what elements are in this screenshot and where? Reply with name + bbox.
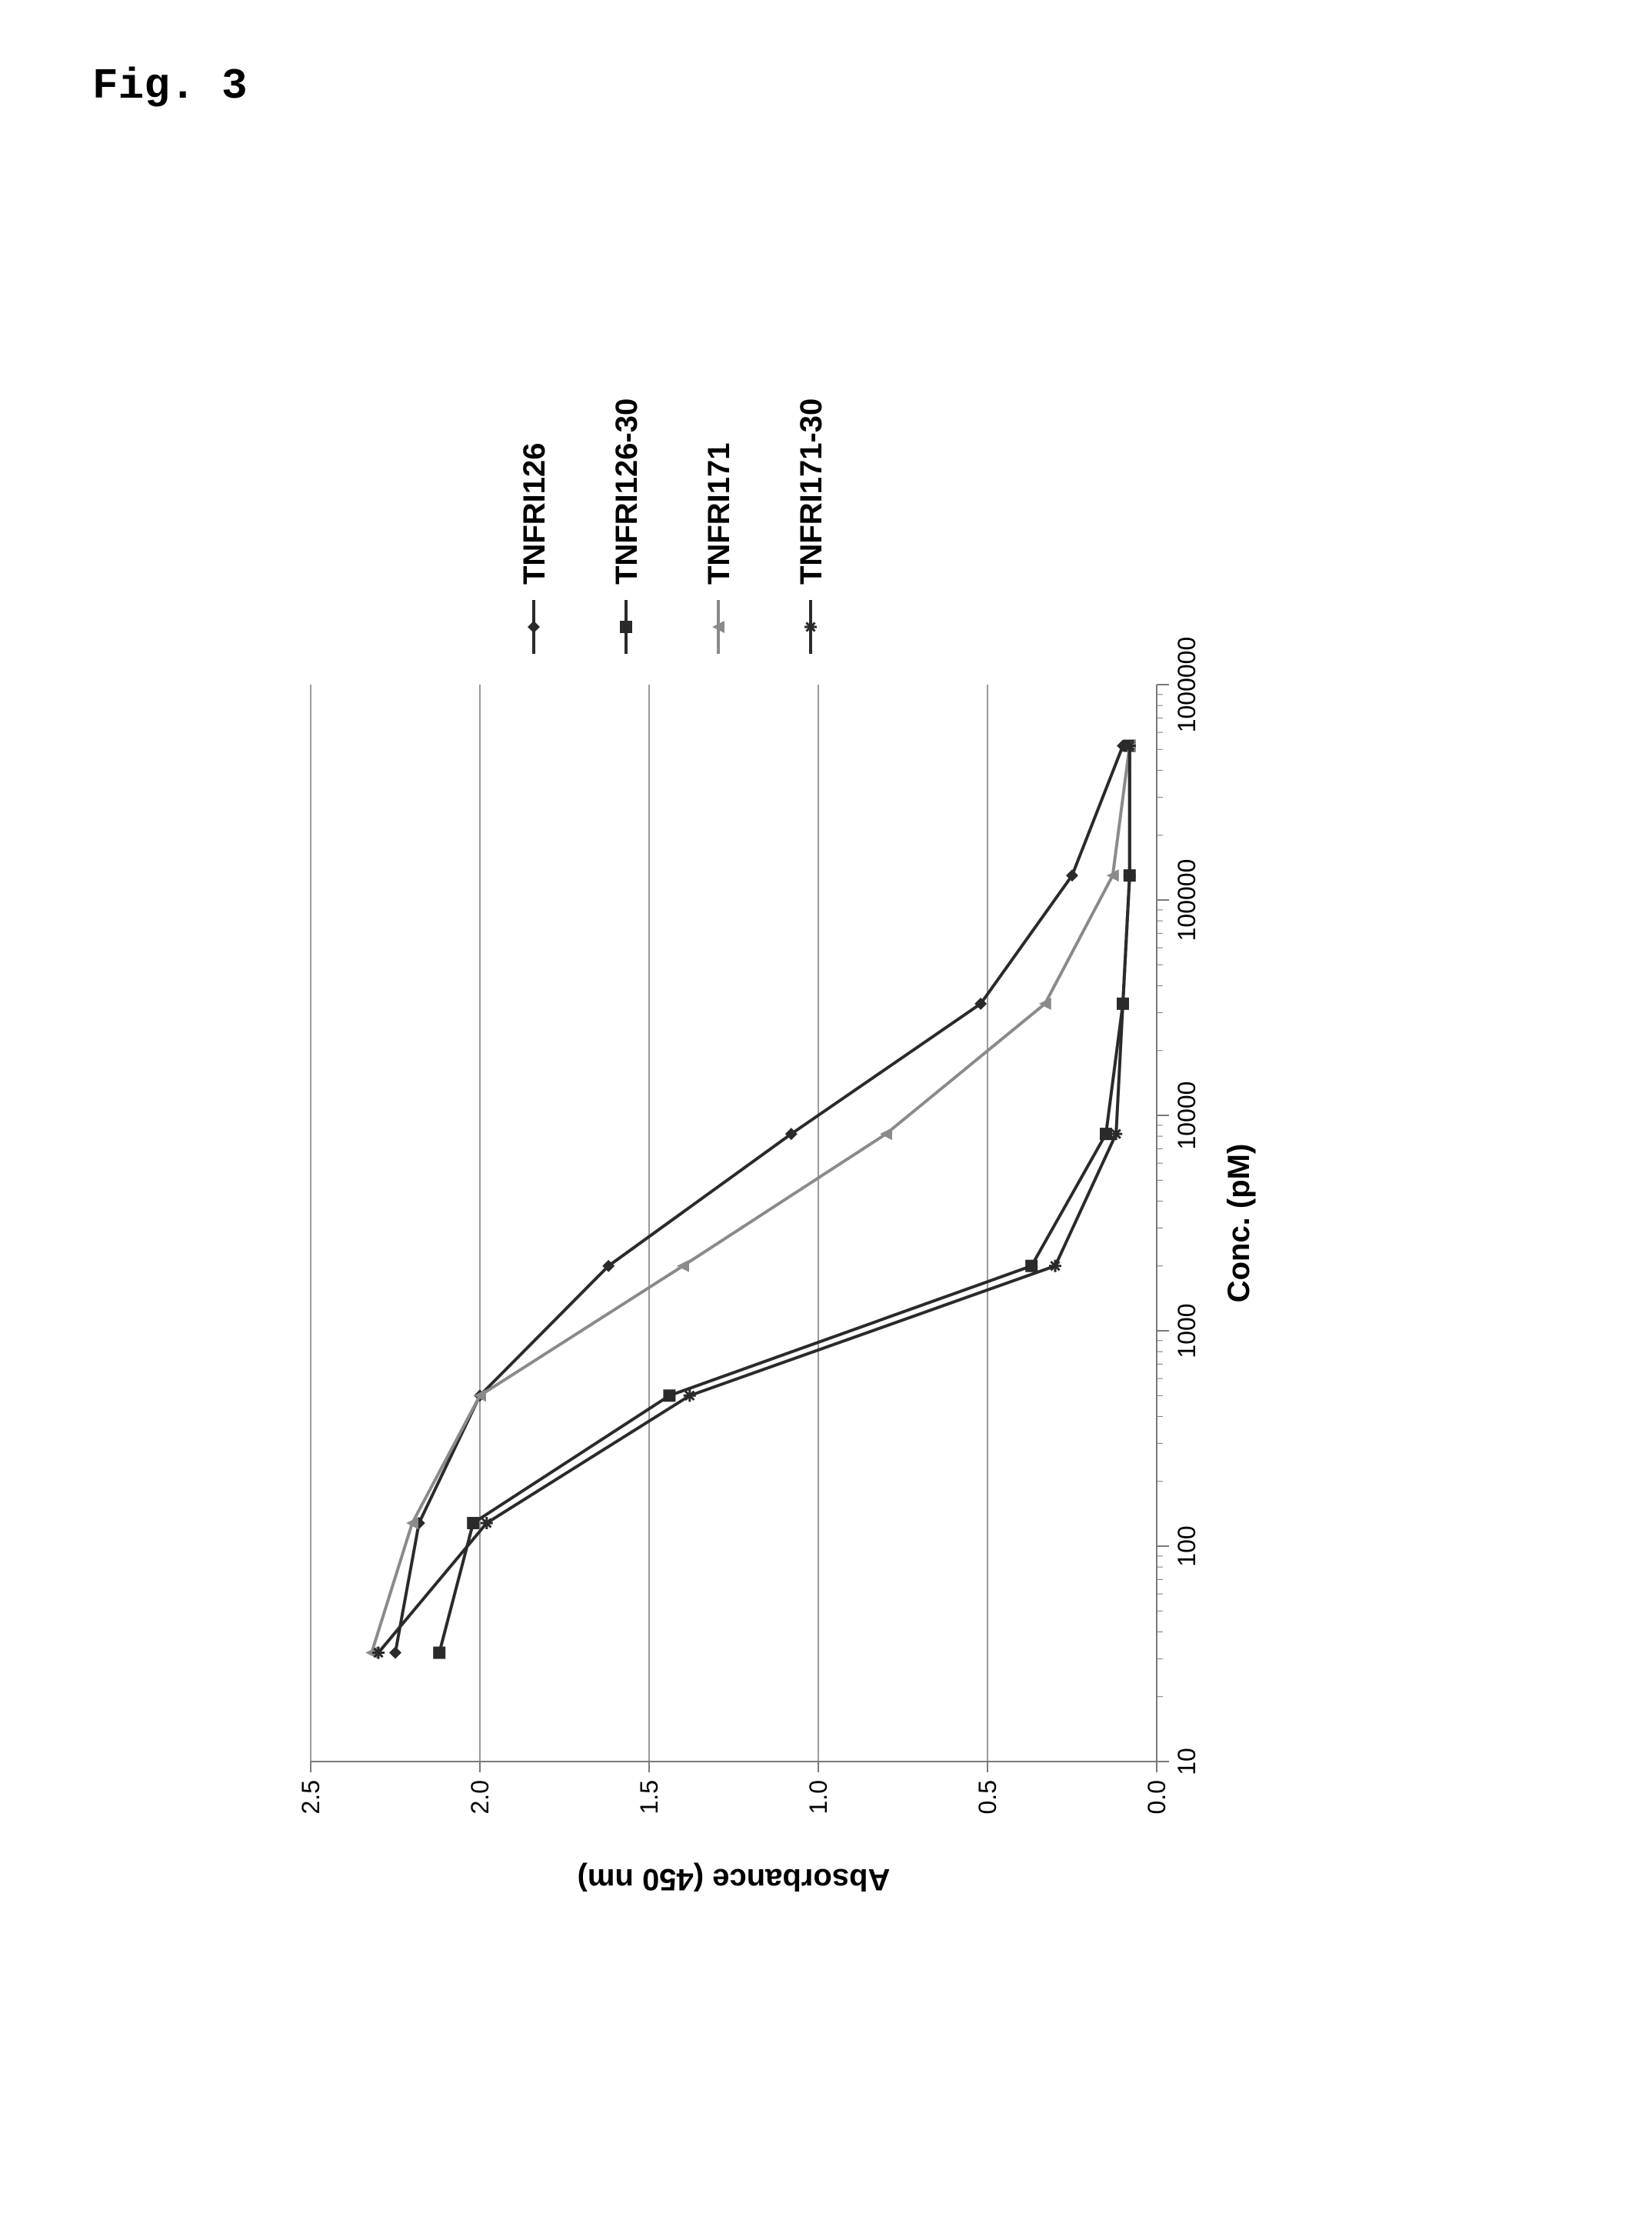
legend-label: TNFRI171 bbox=[702, 442, 736, 585]
absorbance-chart: 10 100 1000 10000 100000 1000000 0.0 0.5 1.0 1.5 2… bbox=[211, 269, 1441, 1962]
y-tick-label: 1.0 bbox=[804, 1780, 832, 1814]
y-tick-label: 2.5 bbox=[297, 1780, 325, 1814]
y-axis-label: Absorbance (450 nm) bbox=[578, 1862, 891, 1896]
x-tick-label: 1000000 bbox=[1173, 636, 1201, 732]
x-axis-label: Conc. (pM) bbox=[1222, 1143, 1256, 1302]
x-tick-label: 10000 bbox=[1173, 1081, 1201, 1149]
legend-label: TNFRI126 bbox=[518, 442, 551, 585]
legend-label: TNFRI171-30 bbox=[794, 398, 828, 584]
y-tick-label: 0.5 bbox=[974, 1780, 1001, 1814]
x-tick-label: 1000 bbox=[1173, 1303, 1201, 1358]
x-tick-label: 10 bbox=[1173, 1748, 1201, 1775]
x-tick-label: 100 bbox=[1173, 1525, 1201, 1566]
figure-label: Fig. 3 bbox=[92, 62, 248, 111]
y-tick-label: 2.0 bbox=[466, 1780, 494, 1814]
y-tick-label: 0.0 bbox=[1143, 1780, 1171, 1814]
y-tick-label: 1.5 bbox=[635, 1780, 663, 1814]
legend-label: TNFRI126-30 bbox=[610, 398, 644, 584]
x-tick-label: 100000 bbox=[1173, 858, 1201, 941]
